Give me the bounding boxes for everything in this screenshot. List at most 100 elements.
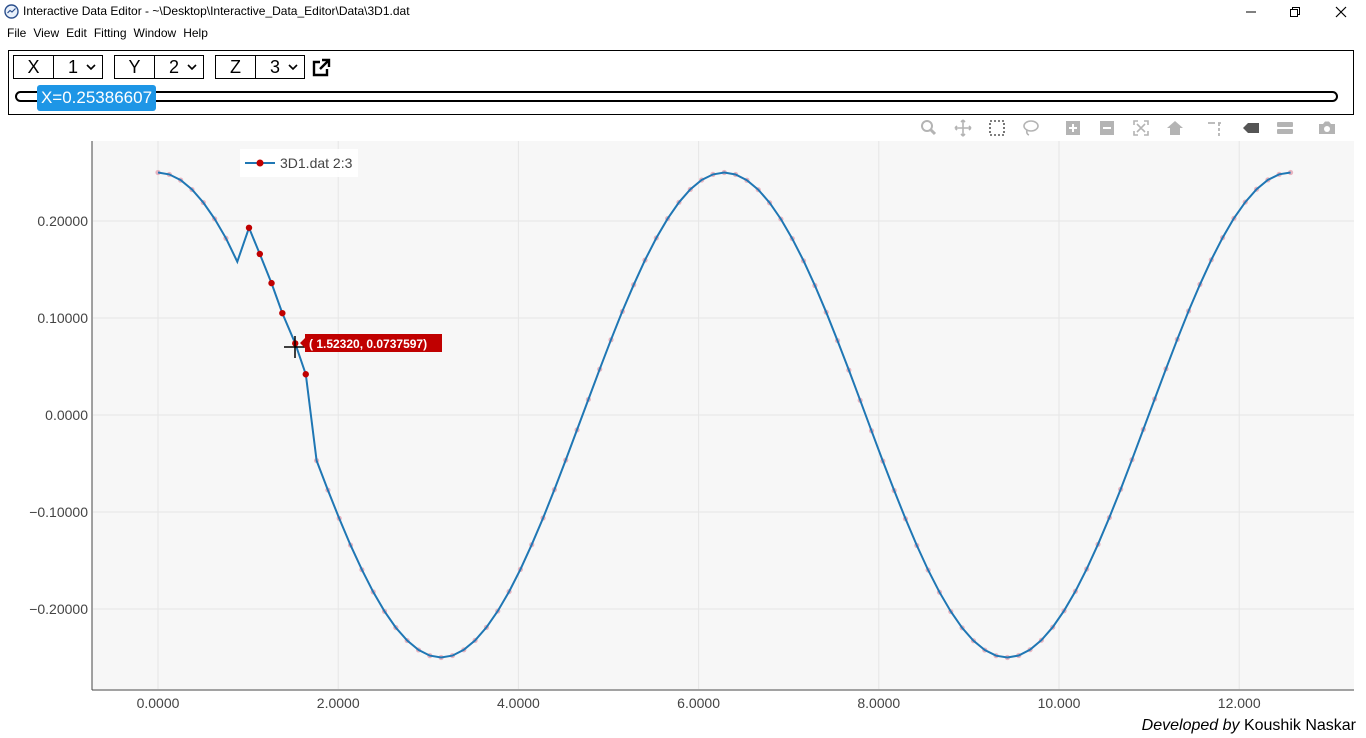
y-tick-label: 0.0000 <box>45 407 88 423</box>
menu-fitting[interactable]: Fitting <box>93 26 127 40</box>
data-point <box>438 654 444 661</box>
data-point <box>721 169 727 176</box>
data-point <box>993 653 999 659</box>
pan-icon[interactable] <box>953 118 973 138</box>
menu-help[interactable]: Help <box>183 26 208 40</box>
data-point <box>1016 652 1022 659</box>
edited-point[interactable] <box>268 279 275 287</box>
hover-closest-icon[interactable] <box>1241 118 1261 138</box>
edited-point[interactable] <box>279 309 286 317</box>
data-point <box>472 637 478 643</box>
data-point <box>517 566 524 572</box>
x-tick-label: 12.000 <box>1218 695 1261 711</box>
close-icon <box>1335 6 1347 18</box>
data-point <box>325 487 331 493</box>
data-point <box>755 187 761 193</box>
data-point <box>1163 366 1169 372</box>
plot-modebar <box>0 118 1366 138</box>
data-point <box>415 647 422 653</box>
z-column-value: 3 <box>270 56 281 77</box>
zoom-icon[interactable] <box>919 118 939 138</box>
data-point <box>608 337 614 343</box>
popout-icon[interactable] <box>311 58 331 78</box>
menu-file[interactable]: File <box>7 26 27 40</box>
y-axis-label: Y <box>115 56 155 78</box>
data-point <box>223 235 229 241</box>
hover-compare-icon[interactable] <box>1275 118 1295 138</box>
box-select-icon[interactable] <box>987 118 1007 138</box>
data-point <box>699 177 705 183</box>
legend-marker-swatch <box>256 159 264 167</box>
data-point <box>846 367 852 373</box>
legend[interactable]: 3D1.dat 2:3 <box>240 149 358 177</box>
data-point <box>1231 215 1237 221</box>
data-point <box>359 567 365 573</box>
data-point <box>449 652 456 659</box>
data-point <box>1072 588 1078 594</box>
y-column-select[interactable]: 2 <box>155 56 203 78</box>
menu-view[interactable]: View <box>33 26 60 40</box>
data-point <box>1174 336 1180 342</box>
data-point <box>891 487 897 494</box>
hover-tooltip: ( 1.52320, 0.0737597) <box>300 334 442 352</box>
edited-point[interactable] <box>292 340 299 347</box>
data-point <box>1095 541 1101 547</box>
data-point <box>733 171 739 178</box>
minimize-icon <box>1246 11 1256 13</box>
x-tick-label: 8.0000 <box>857 695 900 711</box>
data-point <box>189 186 195 193</box>
y-column-group: Y 2 <box>114 55 204 79</box>
edited-point[interactable] <box>256 250 264 258</box>
footer-credit: Developed by Koushik Naskar <box>1142 717 1356 735</box>
data-point <box>789 235 795 242</box>
data-point <box>834 337 841 344</box>
zoom-out-icon[interactable] <box>1097 118 1117 138</box>
y-tick-label: 0.10000 <box>37 310 88 326</box>
app-icon <box>4 4 19 19</box>
data-point <box>868 428 875 434</box>
autoscale-icon[interactable] <box>1131 118 1151 138</box>
grid-lines <box>93 141 1354 689</box>
menu-edit[interactable]: Edit <box>66 26 87 40</box>
data-point <box>1276 171 1282 177</box>
x-slider-track[interactable] <box>15 91 1338 102</box>
camera-icon[interactable] <box>1317 118 1337 138</box>
footer-author: Koushik Naskar <box>1243 717 1356 734</box>
y-tick-label: 0.20000 <box>37 213 88 229</box>
data-point <box>619 308 625 315</box>
data-point <box>427 653 433 659</box>
data-point <box>540 515 546 521</box>
x-tick-label: 10.000 <box>1038 695 1081 711</box>
edited-point[interactable] <box>302 371 309 378</box>
edited-point[interactable] <box>245 224 253 231</box>
data-point <box>982 647 988 653</box>
zoom-in-icon[interactable] <box>1063 118 1083 138</box>
lasso-select-icon[interactable] <box>1021 118 1041 138</box>
x-slider-handle[interactable]: X=0.25386607 <box>37 85 156 111</box>
data-point <box>585 396 591 403</box>
chevron-down-icon <box>288 64 298 71</box>
data-point <box>653 235 659 241</box>
z-column-select[interactable]: 3 <box>256 56 304 78</box>
menu-bar: File View Edit Fitting Window Help <box>0 24 208 42</box>
hover-tooltip-text: ( 1.52320, 0.0737597) <box>309 337 427 351</box>
data-point <box>178 177 184 183</box>
data-point <box>1129 457 1135 463</box>
data-point <box>574 427 580 433</box>
menu-window[interactable]: Window <box>133 26 177 40</box>
close-button[interactable] <box>1318 0 1364 24</box>
data-point <box>347 542 354 548</box>
legend-box <box>240 149 358 177</box>
x-column-select[interactable]: 1 <box>54 56 102 78</box>
spike-lines-icon[interactable] <box>1205 118 1225 138</box>
minimize-button[interactable] <box>1228 0 1274 24</box>
data-point <box>1253 186 1260 192</box>
restore-button[interactable] <box>1272 0 1318 24</box>
reset-axes-icon[interactable] <box>1165 118 1185 138</box>
data-point <box>336 515 342 521</box>
data-point <box>1084 566 1090 572</box>
data-point <box>1027 647 1033 653</box>
x-tick-label: 4.0000 <box>497 695 540 711</box>
data-point <box>563 457 569 463</box>
data-point <box>1152 396 1158 402</box>
